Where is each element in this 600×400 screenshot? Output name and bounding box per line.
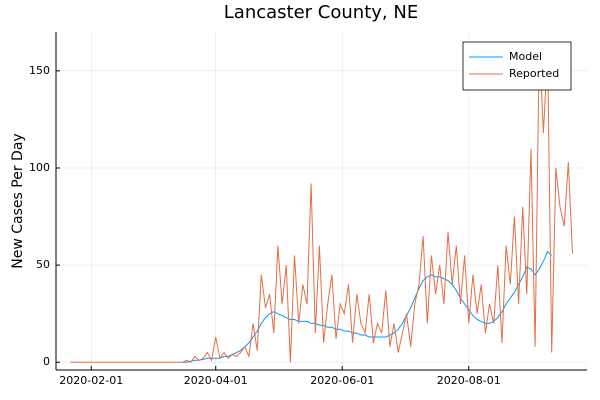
- y-tick-label: 100: [29, 161, 50, 174]
- legend-label: Model: [509, 50, 542, 63]
- series-line: [182, 250, 553, 363]
- y-tick-label: 50: [36, 258, 50, 271]
- legend-box: [462, 41, 572, 91]
- x-tick-label: 2020-04-01: [184, 374, 248, 387]
- y-tick-label: 0: [43, 355, 50, 368]
- y-axis-label: New Cases Per Day: [10, 133, 26, 268]
- x-tick-label: 2020-06-01: [310, 374, 374, 387]
- chart-title: Lancaster County, NE: [224, 2, 418, 23]
- x-tick-label: 2020-02-01: [59, 374, 123, 387]
- legend-label: Reported: [509, 67, 559, 80]
- y-tick-label: 150: [29, 64, 50, 77]
- x-tick-label: 2020-08-01: [437, 374, 501, 387]
- series-line: [70, 41, 573, 363]
